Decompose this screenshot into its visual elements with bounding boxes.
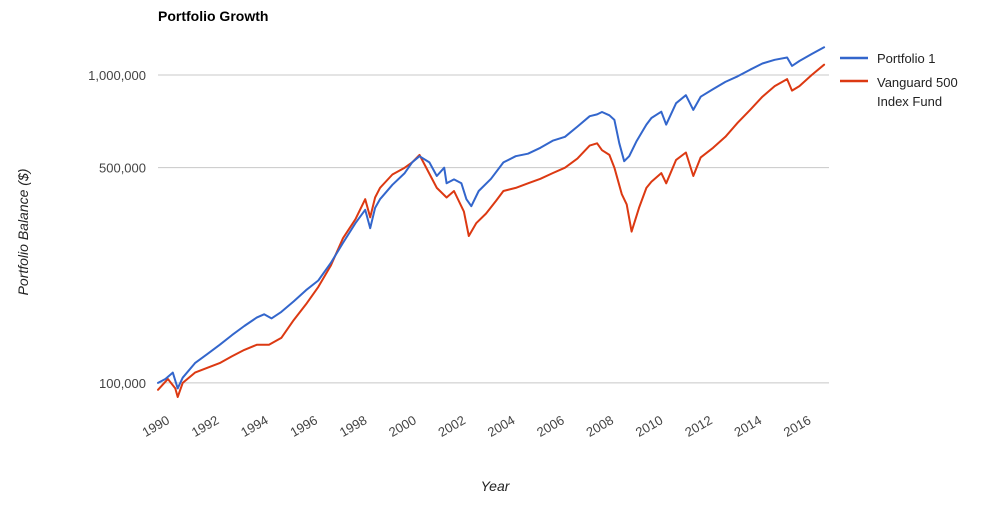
- series-line-portfolio-1: [157, 46, 826, 390]
- y-axis-title: Portfolio Balance ($): [15, 169, 31, 296]
- series-line-vanguard-500: [157, 63, 826, 398]
- y-axis-tick-labels: 100,000 500,000 1,000,000: [88, 68, 146, 391]
- x-tick-label: 1990: [139, 412, 172, 439]
- x-tick-label: 2006: [534, 412, 567, 439]
- x-tick-label: 1998: [337, 412, 370, 439]
- legend-label-vanguard-500: Vanguard 500 Index Fund: [877, 75, 961, 109]
- legend-label-portfolio-1: Portfolio 1: [877, 51, 936, 66]
- x-tick-label: 2016: [781, 412, 814, 439]
- x-tick-label: 1996: [287, 412, 320, 439]
- x-axis-tick-labels: 1990 1992 1994 1996 1998 2000 2002 2004 2006 2008…: [139, 412, 813, 439]
- chart-title: Portfolio Growth: [158, 8, 268, 24]
- y-tick-label: 100,000: [99, 376, 146, 391]
- x-tick-label: 2012: [682, 412, 715, 439]
- x-axis-title: Year: [481, 478, 511, 494]
- x-tick-label: 2000: [386, 412, 419, 439]
- y-tick-label: 1,000,000: [88, 68, 146, 83]
- x-tick-label: 2004: [485, 412, 518, 439]
- series-lines: [157, 46, 826, 398]
- x-tick-label: 2002: [436, 412, 469, 439]
- x-tick-label: 2014: [732, 412, 765, 439]
- x-tick-label: 2010: [633, 412, 666, 439]
- x-tick-label: 1994: [238, 412, 271, 439]
- x-tick-label: 2008: [584, 412, 617, 439]
- y-tick-label: 500,000: [99, 161, 146, 176]
- x-tick-label: 1992: [189, 412, 222, 439]
- legend: Portfolio 1 Vanguard 500 Index Fund: [840, 51, 961, 109]
- grid-lines: [158, 74, 829, 384]
